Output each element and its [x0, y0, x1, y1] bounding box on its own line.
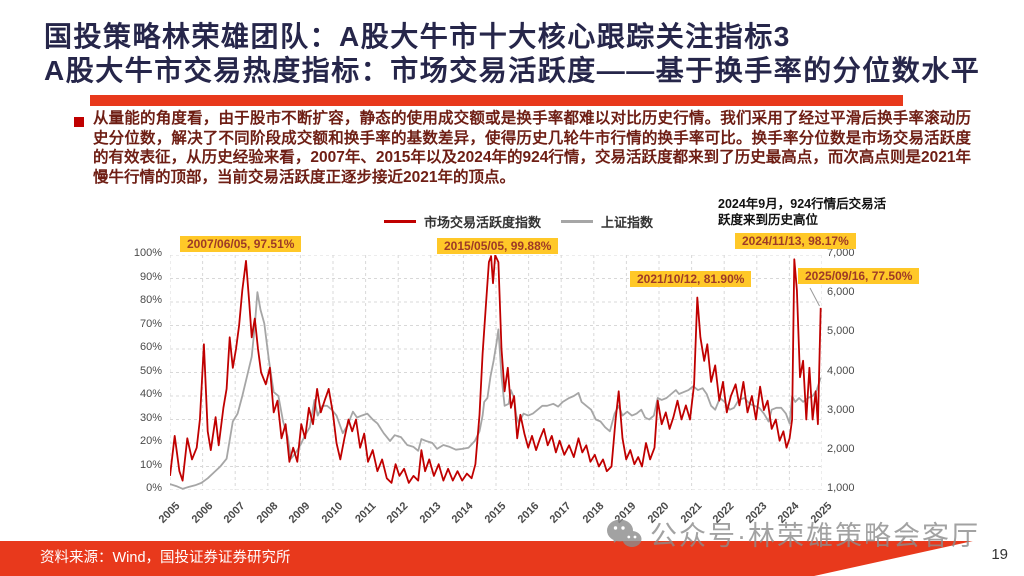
legend-item-index: 上证指数 [561, 212, 653, 231]
y-axis-right-tick: 4,000 [827, 364, 855, 377]
y-axis-right-tick: 5,000 [827, 325, 855, 338]
y-axis-left-tick: 20% [139, 435, 162, 447]
chart-annotation-note: 2024年9月，924行情后交易活跃度来到历史高位 [718, 197, 887, 227]
x-axis-tick: 2005 [156, 500, 183, 526]
x-axis-tick: 2018 [580, 500, 607, 526]
y-axis-right-tick: 6,000 [827, 286, 855, 299]
x-axis-tick: 2010 [319, 500, 346, 526]
y-axis-left-tick: 90% [139, 270, 162, 283]
x-axis-tick: 2014 [450, 500, 476, 526]
page-number: 19 [991, 546, 1008, 563]
footer-bar: 资料来源：Wind，国投证券证券研究所 [0, 541, 973, 576]
annotation-label: 2021/10/12, 81.90% [630, 271, 752, 287]
legend-index-line-swatch [561, 220, 594, 223]
chart-legend: 市场交易活跃度指数 上证指数 [384, 212, 653, 231]
x-axis-tick: 2017 [547, 500, 574, 526]
legend-activity-line-swatch [384, 220, 416, 223]
body-paragraph: 从量能的角度看，由于股市不断扩容，静态的使用成交额或是换手率都难以对比历史行情。… [93, 110, 971, 186]
x-axis-tick: 2009 [287, 500, 313, 526]
y-axis-right-tick: 2,000 [827, 442, 855, 455]
bullet-marker [74, 117, 84, 127]
y-axis-left-tick: 0% [146, 482, 162, 494]
x-axis-tick: 2006 [189, 500, 216, 526]
x-axis-tick: 2013 [417, 500, 444, 526]
legend-item-activity: 市场交易活跃度指数 [384, 212, 541, 231]
wechat-icon [607, 519, 642, 547]
x-axis-tick: 2015 [482, 500, 509, 526]
annotation-label: 2024/11/13, 98.17% [735, 233, 856, 249]
x-axis-tick: 2012 [384, 500, 411, 526]
legend-index-label: 上证指数 [601, 215, 654, 230]
y-axis-left-tick: 50% [139, 364, 162, 377]
watermark: 公众号·林荣雄策略会客厅 [606, 514, 980, 553]
y-axis-right-tick: 3,000 [827, 403, 855, 416]
y-axis-left-tick: 30% [139, 411, 162, 424]
annotation-label: 2007/06/05, 97.51% [180, 236, 302, 252]
page-title-line1: 国投策略林荣雄团队：A股大牛市十大核心跟踪关注指标3 [44, 21, 791, 52]
annotation-label: 2025/09/16, 77.50% [798, 268, 920, 284]
watermark-text: 公众号·林荣雄策略会客厅 [650, 521, 980, 551]
y-axis-left-tick: 80% [139, 294, 162, 306]
y-axis-left-tick: 100% [133, 247, 162, 259]
y-axis-right-tick: 1,000 [827, 482, 855, 494]
y-axis-left-tick: 60% [139, 341, 162, 353]
annotation-label: 2015/05/05, 99.88% [437, 238, 559, 254]
y-axis-left-tick: 10% [139, 458, 162, 471]
y-axis-left-tick: 70% [139, 317, 162, 330]
x-axis-tick: 2007 [221, 500, 248, 526]
y-axis-right-tick: 7,000 [827, 247, 855, 259]
page-title: 国投策略林荣雄团队：A股大牛市十大核心跟踪关注指标3 A股大牛市交易热度指标：市… [44, 20, 1004, 88]
chart-canvas [170, 255, 822, 490]
title-underline-bar [90, 95, 903, 106]
x-axis-tick: 2011 [352, 500, 379, 526]
legend-activity-label: 市场交易活跃度指数 [424, 215, 542, 230]
x-axis-tick: 2016 [515, 500, 542, 526]
footer-source-text: 资料来源：Wind，国投证券证券研究所 [40, 550, 291, 566]
x-axis-tick: 2008 [254, 500, 281, 526]
y-axis-left-tick: 40% [139, 388, 162, 400]
page-title-line2: A股大牛市交易热度指标：市场交易活跃度——基于换手率的分位数水平 [44, 55, 981, 86]
